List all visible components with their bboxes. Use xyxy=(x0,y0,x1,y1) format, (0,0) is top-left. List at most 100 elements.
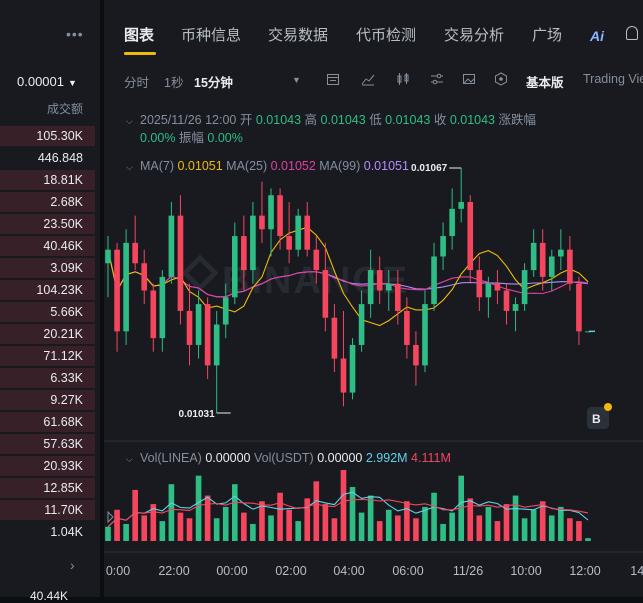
low-value: 0.01043 xyxy=(385,113,434,127)
time-axis-label: 11/26 xyxy=(453,564,483,578)
volume-bar xyxy=(268,515,274,541)
time-axis-label: 04:00 xyxy=(333,564,364,578)
candle-body xyxy=(259,215,265,230)
candle-body xyxy=(322,270,329,318)
candle-body xyxy=(431,256,437,305)
candle-body xyxy=(530,242,537,271)
volume-bar xyxy=(585,538,591,541)
open-label: 开 xyxy=(240,113,256,127)
candle-body xyxy=(186,310,193,345)
candle-body xyxy=(349,344,356,393)
candle-body xyxy=(358,304,365,345)
time-axis-label: 12:00 xyxy=(569,564,600,578)
basic-version-toggle[interactable]: 基本版 xyxy=(526,76,564,90)
candle-body xyxy=(485,283,492,298)
candlestick-icon[interactable] xyxy=(396,72,410,86)
candle-body xyxy=(404,310,410,345)
binance-logo-watermark xyxy=(181,254,219,292)
volume-value: 71.12K xyxy=(43,349,83,363)
interval-dropdown-icon[interactable]: ▼ xyxy=(292,75,301,85)
interval-15m[interactable]: 15分钟 xyxy=(194,76,233,90)
interval-time-share[interactable]: 分时 xyxy=(124,76,150,90)
candle-body xyxy=(304,215,311,250)
ma99-label: MA(99) xyxy=(319,159,363,173)
volume-value: 6.33K xyxy=(50,371,83,385)
tab-trade-analysis[interactable]: 交易分析 xyxy=(444,27,505,44)
volume-bar xyxy=(521,518,528,541)
volume-value: 18.81K xyxy=(43,173,83,187)
volume-depth-bar xyxy=(0,346,95,366)
vol-label-1: Vol(LINEA) xyxy=(140,451,205,465)
volume-bar xyxy=(422,506,428,541)
ma99-value: 0.01051 xyxy=(364,159,409,173)
volume-value: 446.848 xyxy=(37,151,83,165)
candle-body xyxy=(204,304,211,366)
line-chart-icon[interactable] xyxy=(361,72,375,86)
image-icon[interactable] xyxy=(462,72,476,86)
volume-info-line: Vol(LINEA) 0.00000 Vol(USDT) 0.00000 2.9… xyxy=(140,451,451,465)
ma-info-line: MA(7) 0.01051 MA(25) 0.01052 MA(99) 0.01… xyxy=(140,159,409,173)
tab-chart[interactable]: 图表 xyxy=(124,27,155,44)
volume-bar xyxy=(512,495,519,541)
volume-bar xyxy=(530,509,537,541)
volume-depth-bar xyxy=(0,192,95,212)
candle-body xyxy=(422,304,428,366)
volume-ma-short-line xyxy=(107,491,589,528)
volume-row: 5.66K xyxy=(0,301,100,323)
volume-depth-bar xyxy=(0,280,95,300)
candle-body xyxy=(250,215,256,271)
precision-selector[interactable]: 0.00001 ▼ xyxy=(17,74,77,89)
tab-token-check[interactable]: 代币检测 xyxy=(356,27,417,44)
volume-row: 3.09K xyxy=(0,257,100,279)
high-value: 0.01043 xyxy=(321,113,370,127)
chevron-down-icon: ▼ xyxy=(68,78,77,88)
volume-depth-bar xyxy=(0,478,95,498)
ai-icon[interactable]: Ai xyxy=(590,28,604,44)
volume-bar xyxy=(204,495,211,541)
volume-bar xyxy=(213,518,220,541)
candle-body xyxy=(313,249,320,271)
ma7-value: 0.01051 xyxy=(178,159,227,173)
time-axis-label: 0:00 xyxy=(106,564,130,578)
vol-value-2: 0.00000 xyxy=(317,451,366,465)
volume-bar xyxy=(177,512,184,541)
volume-bar xyxy=(132,489,138,541)
candle-body xyxy=(512,304,519,311)
volume-value: 9.27K xyxy=(50,393,83,407)
ohlc-info-line-2: 0.00% 振幅 0.00% xyxy=(140,130,243,145)
calendar-indicator-icon[interactable] xyxy=(326,72,340,86)
hexagon-icon[interactable] xyxy=(494,72,508,86)
candle-body xyxy=(141,263,148,291)
volume-bar xyxy=(123,523,129,541)
volume-depth-bar xyxy=(0,500,95,520)
bottom-volume-value: 40.44K xyxy=(30,589,69,603)
volume-bar xyxy=(376,521,383,541)
tradingview-toggle[interactable]: Trading View xyxy=(583,72,643,86)
volume-row: 20.93K xyxy=(0,455,100,477)
volume-depth-bar xyxy=(0,390,95,410)
tab-square[interactable]: 广场 xyxy=(532,27,563,44)
high-label: 高 xyxy=(305,112,321,127)
volume-bar xyxy=(385,509,392,541)
close-value: 0.01043 xyxy=(450,113,499,127)
volume-row: 18.81K xyxy=(0,169,100,191)
bell-icon[interactable] xyxy=(626,26,638,40)
candle-body xyxy=(213,324,220,366)
candle-body xyxy=(277,195,283,237)
more-dots-icon[interactable]: ••• xyxy=(66,26,84,42)
candle-body xyxy=(367,270,374,305)
interval-1s[interactable]: 1秒 xyxy=(164,76,184,90)
volume-depth-bar xyxy=(0,412,95,432)
ma25-value: 0.01052 xyxy=(271,159,320,173)
volume-row: 20.21K xyxy=(0,323,100,345)
chevron-right-icon[interactable]: › xyxy=(70,557,75,573)
volume-bar xyxy=(304,498,311,541)
tab-coin-info[interactable]: 币种信息 xyxy=(181,27,242,44)
volume-value: 3.09K xyxy=(50,261,83,275)
tab-bar: 图表 币种信息 交易数据 代币检测 交易分析 广场 Ai xyxy=(104,0,643,64)
volume-ma-long-line xyxy=(107,498,589,528)
settings-sliders-icon[interactable] xyxy=(430,72,444,86)
volume-bar xyxy=(331,518,338,541)
tab-trade-data[interactable]: 交易数据 xyxy=(268,27,329,44)
